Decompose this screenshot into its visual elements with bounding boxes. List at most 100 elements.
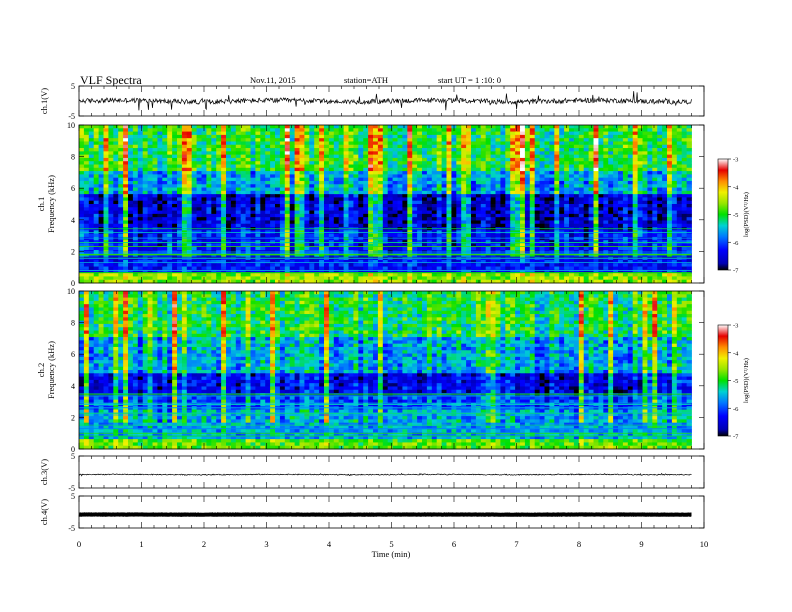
ch1-spectrogram-cell	[480, 177, 487, 182]
ch1-spectrogram-cell	[377, 243, 384, 248]
ch1-spectrogram-cell	[642, 240, 648, 244]
ch1-spectrogram-cell	[471, 240, 477, 244]
ch1-spectrogram-cell	[294, 167, 300, 172]
ch1-spectrogram-cell	[407, 144, 413, 149]
ch1-spectrogram-cell	[520, 171, 526, 175]
ch1-spectrogram-cell	[181, 213, 188, 218]
ch1-spectrogram-cell	[177, 144, 183, 149]
ch1-spectrogram-cell	[294, 177, 300, 182]
ch1-spectrogram-cell	[157, 151, 163, 156]
ch1-spectrogram-cell	[177, 233, 183, 238]
ch1-spectrogram-cell	[152, 134, 158, 139]
ch1-spectrogram-cell	[588, 194, 594, 198]
ch1-spectrogram-cell	[275, 246, 281, 251]
ch1-spectrogram-cell	[289, 187, 295, 192]
ch1-spectrogram-cell	[573, 213, 580, 218]
ch1-spectrogram-cell	[93, 174, 99, 179]
ch1-spectrogram-cell	[436, 243, 442, 248]
ch1-spectrogram-cell	[328, 230, 335, 235]
ch1-spectrogram-cell	[118, 144, 124, 149]
ch1-spectrogram-cell	[451, 157, 457, 162]
ch1-spectrogram-cell	[206, 187, 212, 192]
ch1-spectrogram-cell	[686, 240, 692, 244]
date-label: Nov.11, 2015	[250, 75, 296, 85]
ch1-spectrogram-cell	[181, 194, 188, 198]
ch1-spectrogram-cell	[216, 171, 222, 175]
ch1-spectrogram-cell	[387, 180, 393, 185]
ch1-spectrogram-cell	[451, 138, 457, 142]
ch1-spectrogram-cell	[275, 200, 281, 205]
ch1-spectrogram-cell	[402, 141, 408, 146]
ch1-spectrogram-cell	[294, 213, 300, 218]
ch1-spectrogram-cell	[314, 200, 320, 205]
ch1-spectrogram-cell	[167, 141, 173, 146]
ch1-spectrogram-cell	[392, 246, 398, 251]
ch1-spectrogram-cell	[299, 220, 305, 225]
ch1-spectrogram-cell	[250, 167, 256, 172]
ch1-spectrogram-cell	[554, 236, 560, 241]
ch1-spectrogram-cell	[407, 157, 413, 162]
ch1-spectrogram-cell	[382, 187, 389, 192]
ch1-spectrogram-cell	[559, 190, 565, 195]
ch1-spectrogram-cell	[578, 171, 585, 175]
ch1-spectrogram-cell	[186, 246, 193, 251]
ch1-spectrogram-cell	[618, 194, 624, 198]
ch1-spectrogram-cell	[515, 125, 521, 129]
ch1-spectrogram-cell	[475, 236, 482, 241]
ch1-spectrogram-cell	[216, 148, 222, 152]
ch1-spectrogram-cell	[83, 243, 90, 248]
ch1-spectrogram-cell	[578, 236, 585, 241]
ch1-spectrogram-cell	[279, 243, 286, 248]
ch1-spectrogram-cell	[676, 134, 683, 139]
ch1-spectrogram-cell	[524, 154, 531, 159]
ch1-spectrogram-cell	[534, 230, 540, 235]
ch1-spectrogram-cell	[598, 197, 604, 202]
ch1-spectrogram-cell	[93, 171, 99, 175]
ch1-spectrogram-cell	[338, 187, 344, 192]
ch1-spectrogram-cell	[319, 138, 325, 142]
ch1-spectrogram-cell	[108, 236, 114, 241]
ch1-spectrogram-cell	[255, 125, 261, 129]
ch1-spectrogram-cell	[461, 138, 467, 142]
ch1-spectrogram-cell	[578, 161, 585, 165]
ch1-spectrogram-cell	[686, 210, 692, 215]
ch1-spectrogram-cell	[417, 213, 423, 218]
ch1-spectrogram-cell	[319, 236, 325, 241]
ch1-spectrogram-cell	[490, 161, 496, 165]
ch1-spectrogram-cell	[98, 236, 104, 241]
ch1-spectrogram-cell	[407, 184, 413, 188]
ch1-spectrogram-cell	[196, 246, 202, 251]
ch1-spectrogram-cell	[559, 148, 565, 152]
ch1-spectrogram-cell	[284, 177, 291, 182]
ch1-spectrogram-cell	[637, 151, 643, 156]
ch1-spectrogram-cell	[289, 210, 295, 215]
ch1-spectrogram-cell	[667, 236, 673, 241]
ch1-spectrogram-cell	[123, 125, 129, 129]
ch1-spectrogram-cell	[471, 180, 477, 185]
ch1-spectrogram-cell	[554, 180, 560, 185]
ch1-spectrogram-cell	[157, 134, 163, 139]
ch1-spectrogram-cell	[338, 223, 344, 228]
ch1-spectrogram-cell	[461, 151, 467, 156]
ch1-spectrogram-cell	[137, 180, 144, 185]
ch1-spectrogram-cell	[422, 180, 428, 185]
ch1-spectrogram-cell	[177, 210, 183, 215]
ch1-spectrogram-cell	[500, 177, 506, 182]
ch1-spectrogram-cell	[294, 217, 300, 221]
ch1-spectrogram-cell	[358, 217, 364, 221]
ch1-spectrogram-cell	[368, 157, 374, 162]
ch1-spectrogram-cell	[637, 131, 643, 136]
ch1-spectrogram-cell	[157, 157, 163, 162]
ch1-spectrogram-cell	[397, 171, 403, 175]
ch1-spectrogram-cell	[662, 128, 668, 132]
ch1-spectrogram-cell	[451, 184, 457, 188]
ch1-spectrogram-cell	[564, 190, 570, 195]
ch1-spectrogram-cell	[622, 194, 629, 198]
ch1-spectrogram-cell	[622, 207, 629, 211]
ch1-spectrogram-cell	[495, 233, 501, 238]
ch1-spectrogram-cell	[613, 154, 619, 159]
ch1-spectrogram-cell	[221, 194, 227, 198]
ch1-spectrogram-cell	[333, 194, 340, 198]
ch1-spectrogram-cell	[642, 217, 648, 221]
ch1-spectrogram-cell	[373, 125, 379, 129]
